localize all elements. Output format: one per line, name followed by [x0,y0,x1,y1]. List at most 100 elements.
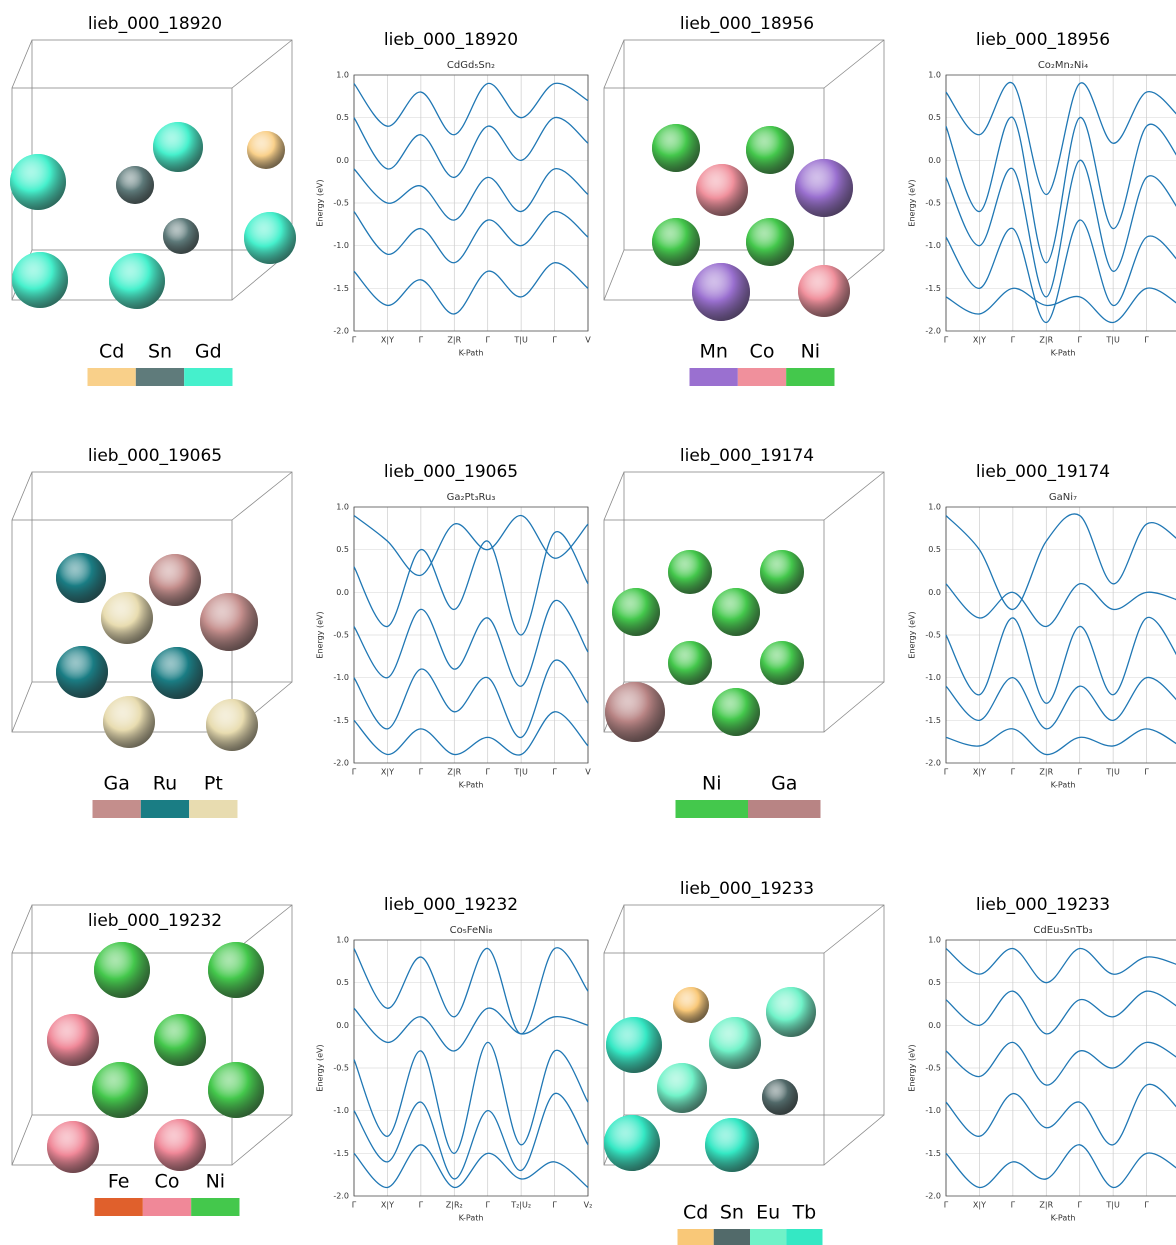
y-tick-label: -0.5 [925,199,941,208]
y-tick-label: -0.5 [333,631,349,640]
x-axis-label: K-Path [459,1214,484,1223]
band-line [353,117,589,179]
y-tick-label: 0.5 [336,113,349,122]
x-tick-label: Γ [1144,1201,1149,1210]
legend-label: Ni [206,1171,226,1193]
legend-swatch [677,1229,714,1245]
atom [56,553,106,603]
x-tick-label: X|Y [381,768,394,777]
band-line [945,583,1176,628]
cell-edge [11,39,33,89]
x-tick-label: T|U [513,336,528,345]
band-line [353,1041,589,1154]
band-line [353,711,589,756]
x-tick-label: Γ [944,768,949,777]
cell-edge [823,471,885,521]
band-line [353,262,589,315]
x-tick-label: Γ [1011,336,1016,345]
x-tick-label: Γ [352,1201,357,1210]
y-axis-label: Energy (eV) [316,179,325,226]
legend-swatch [140,800,190,818]
x-tick-label: Γ [1077,1201,1082,1210]
atom [712,688,760,736]
atom [612,588,660,636]
legend-swatch [87,368,136,386]
y-tick-label: 1.0 [336,71,349,80]
x-tick-label: V [585,336,591,345]
legend-swatch [786,368,835,386]
atom [760,550,804,594]
atom [668,641,712,685]
legend-label: Co [750,341,775,363]
y-tick-label: 0.5 [336,978,349,987]
atom [154,1119,206,1171]
band-line [353,210,589,264]
band-line [945,617,1176,704]
x-tick-label: Z|R [1039,1201,1053,1210]
y-tick-label: -2.0 [925,759,941,768]
unit-cell [603,471,885,733]
y-tick-label: -2.0 [333,327,349,336]
cell-edge [31,904,293,1116]
cell-edge [603,471,625,521]
band-line [353,531,589,636]
band-line [945,1041,1176,1086]
plot-frame [353,506,589,764]
cell-edge [231,39,293,89]
atom [712,588,760,636]
legend-label: Sn [148,341,172,363]
band-line [945,81,1176,196]
plot-frame [353,939,589,1197]
x-tick-label: Γ [419,768,424,777]
atom [244,212,296,264]
band-line [945,287,1176,324]
legend-swatch [786,1229,823,1245]
legend-label: Gd [195,341,222,363]
structure-title: lieb_000_18956 [680,14,814,34]
y-tick-label: -1.5 [925,1149,941,1158]
formula: CdGd₅Sn₂ [447,60,495,71]
band-line [353,514,589,576]
atom [206,699,258,751]
plot-frame [945,939,1176,1197]
atom [606,1017,662,1073]
structure-title: lieb_000_19174 [680,446,814,466]
atom [657,1063,707,1113]
atom [795,159,853,217]
plot-frame [945,74,1176,332]
atom [247,131,285,169]
legend-label: Mn [699,341,727,363]
x-axis-label: K-Path [459,781,484,790]
x-tick-label: Z|R [447,768,461,777]
atom [673,987,709,1023]
band-line [945,1083,1176,1146]
atom [746,126,794,174]
x-tick-label: V [585,768,591,777]
legend-swatch [713,1229,750,1245]
y-tick-label: -1.5 [333,716,349,725]
legend-label: Tb [792,1202,817,1224]
atom [605,682,665,742]
band-line [945,1144,1176,1189]
legend-label: Cd [683,1202,708,1224]
y-tick-label: -2.0 [925,1192,941,1201]
legend-swatch [748,800,821,818]
y-axis-label: Energy (eV) [316,611,325,658]
y-tick-label: -0.5 [925,631,941,640]
y-tick-label: -1.0 [925,241,941,250]
x-tick-label: Z|R₂ [446,1201,463,1210]
cell-edge [31,39,293,251]
cell-edge [823,904,885,954]
legend-label: Co [155,1171,180,1193]
x-tick-label: X|Y [973,768,986,777]
atom [12,252,68,308]
atom [154,1014,206,1066]
y-tick-label: 0.0 [928,588,941,597]
y-tick-label: -2.0 [333,1192,349,1201]
atom [163,218,199,254]
x-tick-label: Γ [944,1201,949,1210]
x-tick-label: Γ [552,768,557,777]
atom [200,593,258,651]
legend-label: Sn [720,1202,744,1224]
atom [149,554,201,606]
